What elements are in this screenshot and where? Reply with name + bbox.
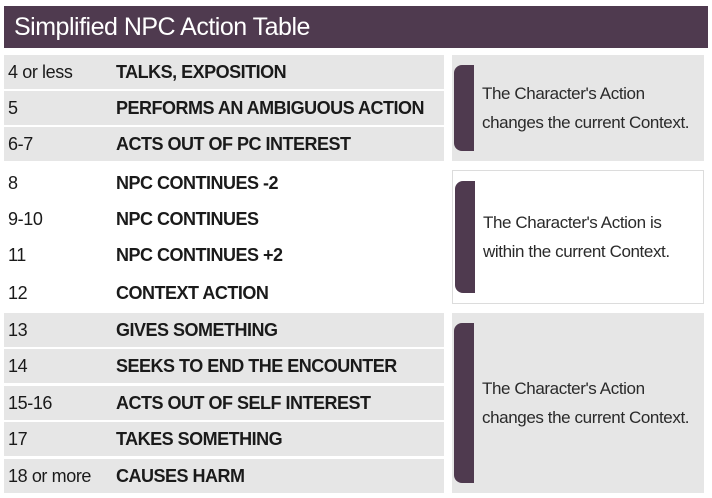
roll-range: 18 or more (8, 466, 92, 486)
npc-action: CONTEXT ACTION (116, 283, 269, 303)
roll-range: 15-16 (8, 393, 53, 413)
note-line: The Character's Action is (483, 213, 662, 232)
context-note-panel: The Character's Action changes the curre… (452, 313, 704, 493)
table-row: 18 or more CAUSES HARM (4, 459, 444, 493)
npc-action: NPC CONTINUES -2 (116, 173, 279, 193)
context-note: The Character's Action changes the curre… (482, 79, 696, 137)
table-row: 5 PERFORMS AN AMBIGUOUS ACTION (4, 91, 444, 125)
npc-action: ACTS OUT OF SELF INTEREST (116, 393, 371, 413)
table-row: 8 NPC CONTINUES -2 (4, 166, 444, 200)
table-row: 9-10 NPC CONTINUES (4, 202, 444, 236)
npc-action: NPC CONTINUES +2 (116, 245, 283, 265)
table-row: 6-7 ACTS OUT OF PC INTEREST (4, 127, 444, 161)
context-note: The Character's Action changes the curre… (482, 374, 696, 432)
table-row: 15-16 ACTS OUT OF SELF INTEREST (4, 386, 444, 420)
table-title: Simplified NPC Action Table (4, 6, 708, 48)
roll-range: 5 (8, 98, 18, 118)
npc-action: PERFORMS AN AMBIGUOUS ACTION (116, 98, 425, 118)
roll-range: 13 (8, 320, 28, 340)
table-row: 4 or less TALKS, EXPOSITION (4, 55, 444, 89)
npc-action: GIVES SOMETHING (116, 320, 278, 340)
table-row: 17 TAKES SOMETHING (4, 422, 444, 456)
context-note: The Character's Action is within the cur… (483, 208, 695, 266)
note-tab-marker (454, 65, 474, 151)
note-line: The Character's Action (482, 84, 645, 103)
table-row: 11 NPC CONTINUES +2 (4, 238, 444, 272)
npc-action: CAUSES HARM (116, 466, 245, 486)
npc-action: NPC CONTINUES (116, 209, 259, 229)
note-line: within the current Context. (483, 242, 670, 261)
npc-action: TALKS, EXPOSITION (116, 62, 287, 82)
roll-range: 4 or less (8, 62, 73, 82)
roll-range: 6-7 (8, 134, 33, 154)
roll-range: 12 (8, 283, 28, 303)
note-tab-marker (454, 323, 474, 483)
roll-range: 8 (8, 173, 18, 193)
table-row: 13 GIVES SOMETHING (4, 313, 444, 347)
roll-range: 17 (8, 429, 28, 449)
npc-action: TAKES SOMETHING (116, 429, 283, 449)
context-note-panel: The Character's Action changes the curre… (452, 55, 704, 161)
npc-action: SEEKS TO END THE ENCOUNTER (116, 356, 397, 376)
roll-range: 11 (8, 245, 26, 265)
roll-range: 9-10 (8, 209, 43, 229)
table-row: 12 CONTEXT ACTION (4, 276, 444, 310)
note-line: The Character's Action (482, 379, 645, 398)
context-note-panel: The Character's Action is within the cur… (452, 170, 704, 304)
note-tab-marker (455, 181, 475, 293)
table-row: 14 SEEKS TO END THE ENCOUNTER (4, 349, 444, 383)
npc-action: ACTS OUT OF PC INTEREST (116, 134, 351, 154)
note-line: changes the current Context. (482, 408, 690, 427)
note-line: changes the current Context. (482, 113, 690, 132)
roll-range: 14 (8, 356, 28, 376)
